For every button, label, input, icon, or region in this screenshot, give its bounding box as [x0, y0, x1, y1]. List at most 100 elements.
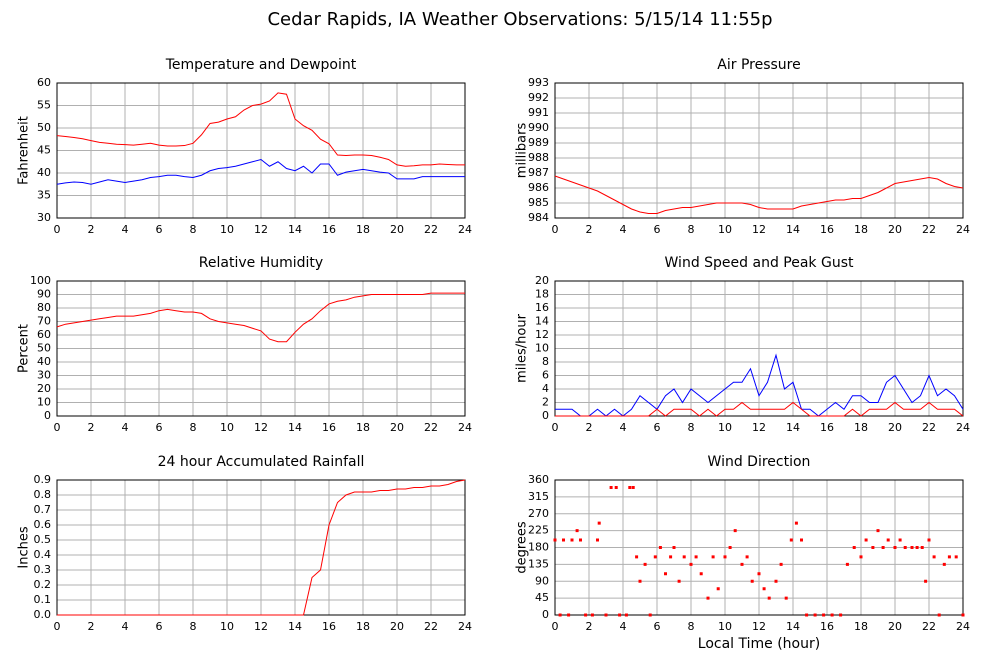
x-tick-label: 6	[654, 223, 661, 236]
data-point	[570, 538, 574, 542]
data-point	[624, 613, 628, 617]
data-point	[903, 546, 907, 549]
x-tick-label: 6	[156, 421, 163, 434]
y-tick-label: 45	[37, 144, 51, 157]
data-point	[954, 555, 958, 559]
x-tick-label: 10	[718, 421, 732, 434]
data-line	[554, 175, 964, 214]
y-tick-label: 90	[37, 288, 51, 301]
data-point	[915, 546, 919, 549]
x-tick-label: 18	[356, 223, 370, 236]
data-point	[558, 613, 562, 617]
data-line	[56, 92, 465, 167]
x-tick-label: 22	[922, 620, 936, 633]
data-point	[886, 538, 890, 542]
data-point	[628, 486, 632, 489]
y-tick-label: 989	[528, 136, 549, 149]
data-point	[733, 529, 737, 533]
data-point	[924, 579, 928, 583]
y-tick-label: 30	[37, 211, 51, 224]
y-tick-label: 12	[535, 328, 549, 341]
data-point	[689, 562, 693, 566]
x-tick-label: 0	[552, 620, 559, 633]
y-tick-label: 270	[528, 507, 549, 520]
y-tick-label: 0.6	[34, 518, 52, 531]
x-tick-label: 16	[820, 620, 834, 633]
data-point	[920, 546, 924, 549]
data-point	[794, 521, 798, 525]
x-tick-label: 16	[322, 421, 336, 434]
y-tick-label: 225	[528, 524, 549, 537]
data-point	[805, 613, 809, 617]
y-tick-label: 35	[37, 189, 51, 202]
x-tick-label: 4	[620, 223, 627, 236]
x-tick-label: 14	[288, 421, 302, 434]
data-point	[937, 613, 941, 617]
x-tick-label: 0	[54, 223, 61, 236]
y-tick-label: 60	[37, 76, 51, 89]
data-point	[631, 486, 635, 489]
y-tick-label: 360	[528, 473, 549, 486]
y-tick-label: 993	[528, 76, 549, 89]
data-point	[852, 546, 856, 549]
data-point	[614, 486, 618, 489]
x-tick-label: 22	[922, 223, 936, 236]
x-tick-label: 2	[586, 223, 593, 236]
data-point	[813, 613, 817, 617]
y-tick-label: 50	[37, 121, 51, 134]
y-tick-label: 45	[535, 591, 549, 604]
data-point	[596, 538, 599, 542]
data-point	[672, 546, 676, 549]
x-tick-label: 4	[122, 421, 129, 434]
x-axis-label: Local Time (hour)	[698, 636, 820, 652]
data-point	[682, 555, 686, 559]
y-tick-label: 0.4	[34, 548, 52, 561]
y-tick-label: 0	[542, 409, 549, 422]
x-tick-label: 18	[356, 620, 370, 633]
plot-frame	[56, 280, 466, 417]
data-point	[723, 555, 727, 559]
chart-title: Temperature and Dewpoint	[165, 57, 357, 73]
y-tick-label: 992	[528, 91, 549, 104]
x-tick-label: 10	[718, 620, 732, 633]
data-point	[932, 555, 936, 559]
x-tick-label: 24	[458, 223, 472, 236]
x-tick-label: 18	[854, 421, 868, 434]
data-point	[910, 546, 914, 549]
x-tick-label: 2	[586, 421, 593, 434]
x-tick-label: 22	[424, 620, 438, 633]
y-tick-label: 20	[37, 382, 51, 395]
x-tick-label: 12	[752, 223, 766, 236]
chart-title: Wind Speed and Peak Gust	[665, 255, 854, 271]
y-axis-label: miles/hour	[515, 313, 530, 382]
data-point	[648, 613, 652, 617]
x-tick-label: 18	[854, 223, 868, 236]
data-point	[669, 555, 673, 559]
x-tick-label: 6	[156, 620, 163, 633]
y-tick-label: 50	[37, 342, 51, 355]
y-tick-label: 0	[44, 409, 51, 422]
data-point	[961, 613, 965, 617]
x-tick-label: 10	[220, 421, 234, 434]
x-tick-label: 8	[688, 223, 695, 236]
x-tick-label: 14	[786, 223, 800, 236]
x-tick-label: 14	[288, 620, 302, 633]
data-line	[56, 292, 465, 343]
plot-frame	[56, 82, 466, 219]
data-point	[584, 613, 588, 617]
x-tick-label: 6	[654, 421, 661, 434]
y-tick-label: 0.3	[34, 563, 52, 576]
x-tick-label: 8	[190, 223, 197, 236]
x-tick-label: 20	[390, 421, 404, 434]
data-point	[947, 555, 951, 559]
x-tick-label: 12	[752, 421, 766, 434]
y-tick-label: 40	[37, 355, 51, 368]
data-point	[590, 613, 594, 617]
x-tick-label: 18	[356, 421, 370, 434]
data-point	[604, 613, 608, 617]
plot-frame	[554, 82, 964, 219]
y-tick-label: 986	[528, 181, 549, 194]
data-line	[57, 479, 466, 616]
data-point	[728, 546, 732, 549]
